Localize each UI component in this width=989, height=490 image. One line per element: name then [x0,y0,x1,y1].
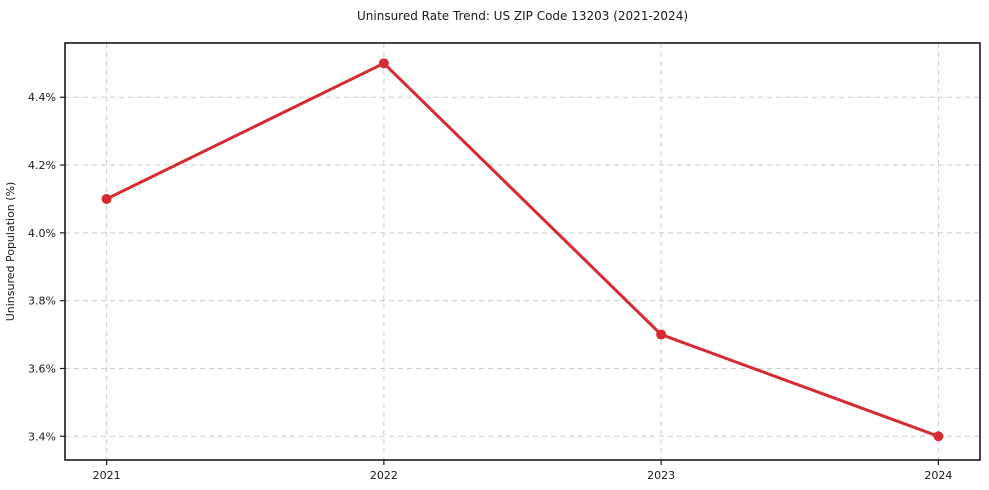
y-tick-label: 4.4% [28,91,56,104]
data-point-marker [933,431,944,442]
y-tick-label: 3.8% [28,295,56,308]
series-layer [101,58,944,442]
y-tick-label: 4.0% [28,227,56,240]
data-point-marker [378,58,389,69]
axis-layer: 3.4% 3.6% 3.8% 4.0% 4.2% 4.4% 2021 2022 2023 2024 [28,42,981,482]
plot-border [64,42,981,461]
x-tick-label: 2022 [370,469,398,482]
y-tick-label: 3.6% [28,362,56,375]
x-tick-label: 2023 [647,469,675,482]
data-point-marker [101,193,112,204]
x-tick-label: 2021 [93,469,121,482]
trend-line [105,61,940,438]
x-tick-label: 2024 [924,469,952,482]
y-tick-label: 3.4% [28,430,56,443]
chart-title: Uninsured Rate Trend: US ZIP Code 13203 … [357,9,688,23]
y-tick-label: 4.2% [28,159,56,172]
y-axis-label: Uninsured Population (%) [4,182,17,322]
grid-layer [65,43,980,460]
data-point-marker [656,329,667,340]
